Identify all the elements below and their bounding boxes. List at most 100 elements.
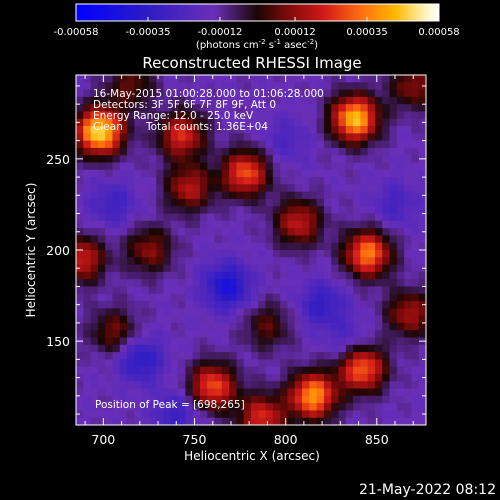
heatmap-cell [294,381,303,390]
heatmap-cell [185,286,194,295]
heatmap-cell [163,89,172,98]
heatmap-cell [411,388,420,397]
heatmap-cell [316,228,325,237]
heatmap-cell [148,177,157,185]
heatmap-cell [265,315,274,324]
heatmap-cell [265,250,274,258]
heatmap-cell [112,301,121,309]
heatmap-cell [127,359,135,368]
heatmap-cell [221,133,230,142]
heatmap-cell [243,206,252,215]
heatmap-cell [360,147,369,156]
heatmap-cell [119,337,128,346]
heatmap-cell [272,82,281,91]
heatmap-cell [214,315,223,324]
heatmap-cell [192,366,201,375]
heatmap-cell [389,111,398,120]
heatmap-cell [345,417,354,425]
heatmap-cell [360,381,369,390]
heatmap-cell [207,359,216,368]
heatmap-cell [236,308,245,317]
heatmap-cell [214,177,223,185]
heatmap-cell [396,198,405,207]
heatmap-cell [345,322,354,331]
heatmap-cell [119,228,128,237]
heatmap-cell [287,82,296,91]
heatmap-cell [360,242,369,251]
heatmap-cell [360,366,369,375]
heatmap-cell [345,315,354,324]
heatmap-cell [97,104,106,113]
heatmap-cell [287,264,296,273]
heatmap-cell [207,264,216,273]
heatmap-cell [302,140,310,149]
heatmap-cell [127,169,135,178]
heatmap-cell [265,264,274,273]
heatmap-cell [207,242,216,251]
heatmap-cell [112,126,121,134]
heatmap-cell [411,381,420,390]
heatmap-cell [287,89,296,98]
heatmap-cell [280,155,289,164]
heatmap-cell [185,104,194,113]
heatmap-cell [112,228,121,237]
heatmap-cell [302,330,310,339]
heatmap-cell [353,395,361,404]
heatmap-cell [294,206,303,215]
heatmap-cell [221,410,230,419]
heatmap-cell [178,395,186,404]
heatmap-cell [287,96,296,105]
heatmap-cell [316,352,325,360]
heatmap-cell [360,301,369,309]
heatmap-cell [360,337,369,346]
heatmap-cell [294,373,303,382]
heatmap-cell [367,191,376,200]
heatmap-cell [338,126,347,134]
heatmap-cell [156,220,165,229]
heatmap-cell [170,337,179,346]
heatmap-cell [345,395,354,404]
heatmap-cell [258,133,267,142]
heatmap-cell [76,75,84,83]
heatmap-cell [404,89,413,98]
heatmap-cell [323,257,332,266]
heatmap-cell [323,352,332,360]
heatmap-cell [251,118,259,127]
heatmap-cell [170,213,179,222]
heatmap-cell [396,140,405,149]
heatmap-cell [411,191,420,200]
heatmap-cell [134,111,143,120]
heatmap-cell [170,352,179,360]
heatmap-cell [192,395,201,404]
heatmap-cell [236,286,245,295]
heatmap-cell [76,235,84,244]
heatmap-cell [199,301,208,309]
heatmap-cell [97,213,106,222]
heatmap-cell [141,104,150,113]
heatmap-cell [389,352,398,360]
heatmap-cell [316,330,325,339]
heatmap-cell [243,147,252,156]
heatmap-cell [280,271,289,280]
heatmap-cell [112,308,121,317]
heatmap-cell [178,213,186,222]
heatmap-cell [163,315,172,324]
heatmap-cell [360,403,369,412]
heatmap-cell [345,169,354,178]
heatmap-cell [265,184,274,193]
heatmap-cell [119,381,128,390]
heatmap-cell [316,133,325,142]
heatmap-cell [163,198,172,207]
heatmap-cell [374,177,383,185]
heatmap-cell [156,133,165,142]
heatmap-cell [382,279,391,288]
heatmap-cell [265,206,274,215]
heatmap-cell [178,96,186,105]
heatmap-cell [265,162,274,171]
heatmap-cell [411,242,420,251]
heatmap-cell [353,140,361,149]
heatmap-cell [90,126,99,134]
heatmap-cell [105,417,114,425]
heatmap-cell [97,330,106,339]
heatmap-cell [345,177,354,185]
